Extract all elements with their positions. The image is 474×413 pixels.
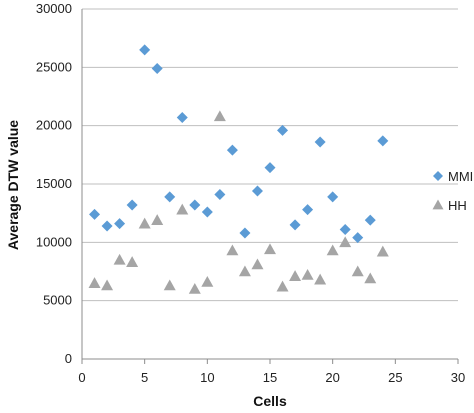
x-axis-title: Cells <box>253 393 287 409</box>
data-point-mmi <box>302 204 314 216</box>
y-tick-labels: 0 5000 10000 15000 20000 25000 30000 <box>36 1 72 366</box>
data-point-hh <box>138 217 151 229</box>
data-point-mmi <box>89 208 101 220</box>
y-tick-label: 10000 <box>36 234 72 249</box>
data-point-hh <box>351 265 364 277</box>
x-tick-label: 10 <box>200 370 214 385</box>
data-point-hh <box>226 244 239 256</box>
y-tick-label: 25000 <box>36 59 72 74</box>
data-point-hh <box>238 265 251 277</box>
data-point-hh <box>101 279 114 291</box>
x-tick-label: 15 <box>263 370 277 385</box>
x-tick-label: 0 <box>78 370 85 385</box>
data-point-hh <box>126 256 139 267</box>
data-point-mmi <box>189 199 201 211</box>
data-point-hh <box>326 244 339 256</box>
y-tick-label: 0 <box>65 351 72 366</box>
data-point-hh <box>314 273 327 285</box>
data-point-hh <box>176 203 189 215</box>
data-point-hh <box>188 283 201 294</box>
y-axis-title: Average DTW value <box>5 120 21 250</box>
data-point-mmi <box>176 112 188 123</box>
legend-marker-mmi <box>433 171 443 181</box>
data-point-hh <box>339 236 352 248</box>
legend-label-hh: HH <box>448 198 467 213</box>
x-tick-label: 30 <box>451 370 465 385</box>
data-point-mmi <box>289 219 301 231</box>
data-point-hh <box>113 253 126 265</box>
data-point-mmi <box>214 189 226 200</box>
data-point-mmi <box>126 199 138 211</box>
data-point-mmi <box>201 206 213 218</box>
y-tick-label: 15000 <box>36 176 72 191</box>
data-point-hh <box>376 245 389 257</box>
data-point-mmi <box>151 63 163 74</box>
data-point-hh <box>289 270 302 281</box>
y-tick-label: 5000 <box>43 293 72 308</box>
data-point-hh <box>251 258 264 270</box>
data-point-mmi <box>114 218 126 230</box>
data-point-mmi <box>364 214 376 226</box>
data-point-mmi <box>139 44 151 56</box>
data-point-mmi <box>264 162 276 174</box>
gridlines <box>82 8 458 302</box>
data-point-mmi <box>377 135 389 147</box>
data-point-mmi <box>314 136 326 148</box>
data-point-mmi <box>251 185 263 197</box>
axes <box>81 9 459 364</box>
x-tick-label: 5 <box>141 370 148 385</box>
data-point-hh <box>163 279 176 291</box>
y-tick-label: 20000 <box>36 118 72 133</box>
data-point-mmi <box>327 191 339 203</box>
data-point-hh <box>364 272 377 284</box>
legend-marker-hh <box>432 199 444 210</box>
data-point-mmi <box>164 191 176 203</box>
data-point-hh <box>151 214 164 225</box>
data-point-hh <box>201 276 214 287</box>
data-point-mmi <box>352 232 364 244</box>
x-tick-labels: 0 5 10 15 20 25 30 <box>78 370 465 385</box>
data-point-hh <box>301 269 314 280</box>
legend-label-mmi: MMI <box>448 169 473 184</box>
data-point-mmi <box>101 220 113 232</box>
legend: MMI HH <box>432 169 473 213</box>
data-point-mmi <box>277 124 289 136</box>
data-point-hh <box>264 243 276 255</box>
data-point-hh <box>213 110 226 122</box>
x-tick-label: 25 <box>388 370 402 385</box>
data-point-hh <box>276 280 289 292</box>
data-point-mmi <box>239 227 251 239</box>
data-point-hh <box>88 277 101 288</box>
x-tick-label: 20 <box>325 370 339 385</box>
data-point-mmi <box>339 224 351 235</box>
y-tick-label: 30000 <box>36 1 72 16</box>
data-points <box>88 44 389 294</box>
data-point-mmi <box>226 144 238 156</box>
